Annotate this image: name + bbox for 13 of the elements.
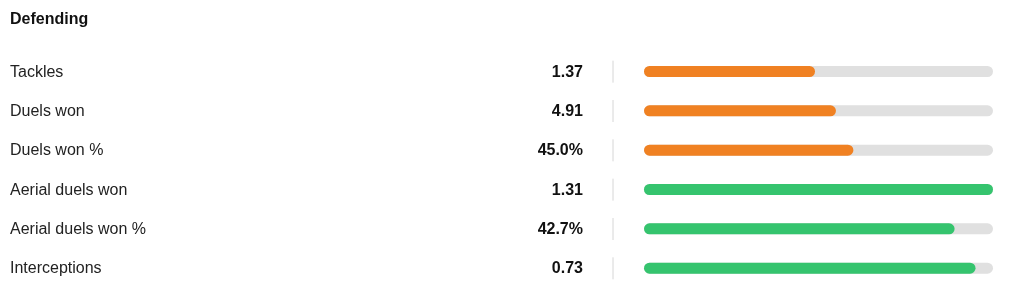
y-tick-label: Aerial duels won %	[10, 220, 147, 237]
y-tick-label: Duels won %	[10, 141, 104, 159]
y-tick-label: Tackles	[10, 62, 64, 80]
y-tick-label: Duels won	[10, 102, 85, 119]
text: 42.7%	[537, 220, 583, 237]
y-tick-label: Aerial duels won	[10, 180, 128, 198]
text: 0.73	[551, 259, 584, 277]
text: Defending	[9, 9, 90, 29]
text: 45.0%	[537, 141, 583, 159]
text: 4.91	[551, 102, 584, 119]
text: 1.37	[551, 62, 584, 80]
text: 1.31	[551, 180, 584, 198]
y-tick-label: Interceptions	[10, 259, 102, 277]
